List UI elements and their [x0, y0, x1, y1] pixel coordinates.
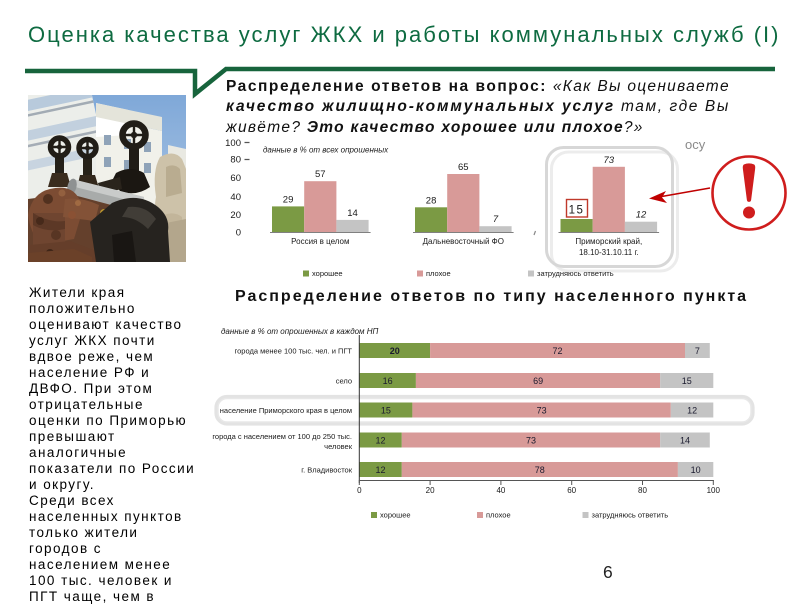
svg-text:80: 80 — [638, 486, 647, 495]
svg-text:7: 7 — [493, 214, 499, 225]
svg-text:60: 60 — [230, 173, 241, 184]
svg-text:Россия в целом: Россия в целом — [291, 237, 349, 246]
svg-text:города менее 100 тыс. чел. и П: города менее 100 тыс. чел. и ПГТ — [235, 347, 353, 356]
svg-text:15: 15 — [381, 406, 391, 416]
svg-text:7: 7 — [695, 346, 700, 356]
svg-text:12: 12 — [636, 210, 647, 221]
svg-text:Приморский край,: Приморский край, — [575, 237, 642, 246]
svg-text:село: село — [336, 377, 352, 386]
svg-text:12: 12 — [687, 406, 697, 416]
svg-text:плохое: плохое — [486, 511, 511, 520]
svg-text:80: 80 — [230, 155, 241, 166]
svg-text:15: 15 — [682, 376, 692, 386]
svg-text:хорошее: хорошее — [312, 269, 343, 278]
svg-text:57: 57 — [315, 169, 326, 180]
svg-text:население Приморского края в ц: население Приморского края в целом — [220, 406, 352, 415]
svg-text:данные в % от всех опрошенных: данные в % от всех опрошенных — [263, 146, 389, 155]
svg-text:29: 29 — [283, 194, 294, 205]
svg-text:16: 16 — [383, 376, 393, 386]
svg-text:65: 65 — [458, 162, 469, 173]
svg-text:города с населением от 100 до: города с населением от 100 до 250 тыс. — [212, 432, 352, 441]
svg-text:73: 73 — [526, 436, 536, 446]
svg-text:человек: человек — [324, 442, 353, 451]
svg-text:60: 60 — [567, 486, 576, 495]
svg-text:14: 14 — [680, 436, 690, 446]
svg-text:Дальневосточный ФО: Дальневосточный ФО — [423, 237, 504, 246]
svg-text:10: 10 — [691, 465, 701, 475]
svg-text:затрудняюсь ответить: затрудняюсь ответить — [537, 269, 614, 278]
svg-text:18.10-31.10.11 г.: 18.10-31.10.11 г. — [579, 248, 639, 257]
svg-text:затрудняюсь ответить: затрудняюсь ответить — [592, 511, 669, 520]
svg-text:40: 40 — [230, 192, 241, 203]
svg-text:40: 40 — [496, 486, 505, 495]
svg-text:14: 14 — [347, 208, 358, 219]
svg-text:15: 15 — [569, 205, 585, 217]
svg-text:0: 0 — [236, 228, 241, 239]
svg-text:73: 73 — [537, 406, 547, 416]
svg-text:100: 100 — [225, 138, 241, 149]
svg-text:12: 12 — [375, 436, 385, 446]
svg-text:20: 20 — [390, 346, 400, 356]
svg-text:0: 0 — [357, 486, 362, 495]
svg-text:хорошее: хорошее — [380, 511, 411, 520]
svg-text:данные в % от опрошенных в к: данные в % от опрошенных в каждом НП — [221, 327, 379, 336]
svg-text:100: 100 — [707, 486, 721, 495]
svg-text:20: 20 — [426, 486, 435, 495]
svg-text:28: 28 — [426, 195, 437, 206]
svg-text:12: 12 — [375, 465, 385, 475]
svg-text:20: 20 — [230, 210, 241, 221]
svg-text:72: 72 — [552, 346, 562, 356]
svg-text:69: 69 — [533, 376, 543, 386]
svg-text:73: 73 — [604, 155, 615, 166]
svg-text:г. Владивосток: г. Владивосток — [301, 466, 352, 475]
svg-text:плохое: плохое — [426, 269, 451, 278]
svg-text:78: 78 — [535, 465, 545, 475]
